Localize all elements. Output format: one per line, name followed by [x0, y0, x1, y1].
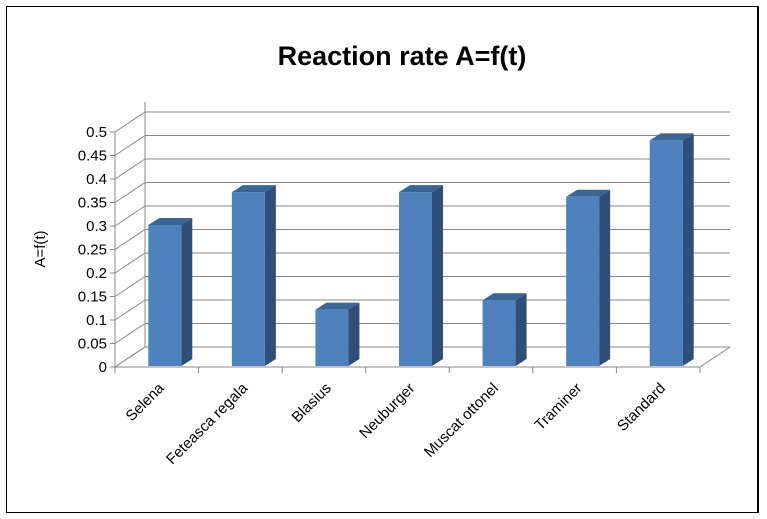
y-tick-label: 0: [99, 359, 107, 376]
bar-top: [231, 185, 276, 193]
y-tick-label: 0.5: [86, 124, 107, 141]
bar: [231, 192, 265, 366]
bar: [315, 309, 349, 366]
y-tick-label: 0.35: [78, 195, 107, 212]
gridline-diagonal: [114, 182, 146, 203]
x-tick-label: Muscat ottonel: [421, 380, 502, 461]
y-tick-label: 0.25: [78, 242, 107, 259]
bar-top: [148, 218, 193, 225]
bar-top: [315, 302, 360, 310]
bar-top: [482, 293, 527, 301]
y-tick-label: 0.3: [86, 218, 107, 235]
bar: [649, 140, 683, 366]
floor-right-edge: [699, 346, 731, 368]
y-tick-label: 0.15: [78, 289, 107, 306]
gridline-diagonal: [114, 111, 146, 133]
bar-side: [348, 302, 360, 366]
bar-side: [599, 189, 611, 366]
bar-side: [682, 133, 694, 366]
bar: [566, 196, 600, 366]
gridline-diagonal: [114, 135, 146, 156]
y-tick-label: 0.4: [86, 171, 107, 188]
gridline-diagonal: [114, 276, 146, 297]
gridline-diagonal: [114, 346, 146, 368]
chart-frame: Reaction rate A=f(t) A=f(t) 0 0.05 0.1 0.15…: [6, 6, 759, 513]
gridline-diagonal: [114, 158, 146, 180]
bar-side: [515, 293, 527, 366]
gridline-diagonal: [114, 229, 146, 250]
y-axis-ticks: 0 0.05 0.1 0.15 0.2 0.25 0.3 0.35 0.4 0.45 0.5: [78, 124, 115, 376]
x-tick-label: Standard: [614, 380, 669, 435]
gridline-diagonal: [114, 323, 146, 344]
bar-side: [432, 185, 443, 366]
gridline-diagonal: [114, 205, 146, 227]
x-tick-label: Neuburger: [356, 380, 418, 442]
y-tick-label: 0.1: [86, 312, 107, 329]
bar-side: [181, 218, 193, 366]
gridline-diagonal: [114, 299, 146, 321]
y-tick-label: 0.45: [78, 148, 107, 165]
bar: [148, 225, 182, 366]
y-tick-label: 0.05: [78, 336, 107, 353]
y-axis-label: A=f(t): [32, 230, 49, 267]
x-tick-label: Selena: [123, 379, 169, 425]
bars: [148, 133, 694, 366]
gridline-diagonal: [114, 252, 146, 274]
bar-side: [264, 185, 276, 366]
bar-top: [399, 185, 443, 193]
bar-top: [649, 133, 694, 141]
side-wall-edge: [114, 102, 146, 368]
x-tick-label: Blasius: [289, 380, 335, 426]
bar-top: [566, 189, 611, 197]
bar: [482, 300, 516, 366]
bar-chart: Reaction rate A=f(t) A=f(t) 0 0.05 0.1 0.15…: [32, 41, 731, 468]
x-tick-label: Traminer: [531, 380, 585, 434]
bar: [399, 192, 432, 366]
x-tick-label: Feteasca regala: [163, 379, 252, 468]
y-tick-label: 0.2: [86, 265, 107, 282]
chart-title: Reaction rate A=f(t): [278, 41, 527, 71]
